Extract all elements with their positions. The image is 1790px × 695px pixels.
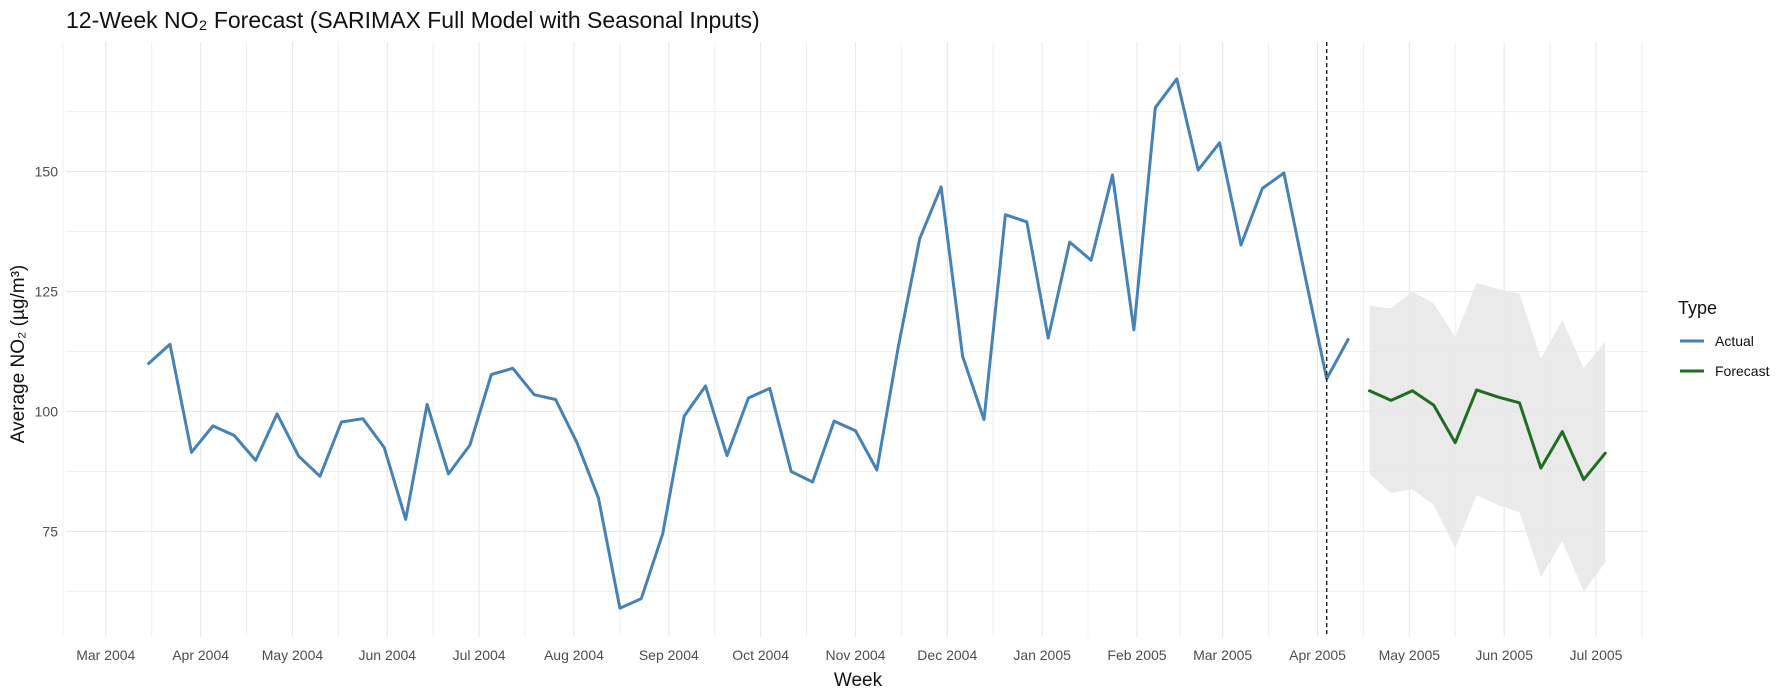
y-tick-label: 100 [35, 403, 59, 419]
legend-label-actual: Actual [1715, 333, 1754, 349]
confidence-band-layer [1369, 282, 1606, 592]
x-tick-label: Mar 2004 [76, 647, 135, 663]
x-tick-label: May 2005 [1379, 647, 1441, 663]
x-tick-label: Jul 2004 [453, 647, 506, 663]
legend-items: Actual Forecast [1680, 333, 1770, 379]
legend-title: Type [1678, 298, 1717, 318]
x-tick-label: Nov 2004 [826, 647, 886, 663]
grid-layer [62, 42, 1648, 637]
actual-series-line [147, 77, 1350, 610]
forecast-confidence-band [1369, 282, 1606, 592]
x-tick-label: Jun 2004 [358, 647, 416, 663]
x-tick-label: Aug 2004 [544, 647, 604, 663]
x-tick-label: Sep 2004 [639, 647, 699, 663]
y-tick-label: 125 [35, 284, 59, 300]
y-axis-title: Average NO₂ (µg/m³) [8, 265, 29, 443]
series-layer [147, 77, 1607, 610]
x-axis-title: Week [834, 670, 883, 691]
legend-label-forecast: Forecast [1715, 363, 1770, 379]
legend: Type Actual Forecast [1678, 298, 1770, 379]
chart-title: 12-Week NO₂ Forecast (SARIMAX Full Model… [66, 7, 760, 33]
x-tick-label: Oct 2004 [732, 647, 789, 663]
y-tick-label: 75 [42, 523, 58, 539]
x-tick-label: Jun 2005 [1475, 647, 1533, 663]
x-tick-label: Apr 2005 [1289, 647, 1346, 663]
x-tick-label: Feb 2005 [1107, 647, 1166, 663]
x-tick-label: May 2004 [262, 647, 324, 663]
x-tick-label: Mar 2005 [1193, 647, 1252, 663]
axis-layer: Mar 2004 Apr 2004 May 2004 Jun 2004 Jul 2004… [35, 164, 1623, 663]
x-tick-label: Jul 2005 [1570, 647, 1623, 663]
x-tick-label: Dec 2004 [917, 647, 977, 663]
x-tick-label: Jan 2005 [1013, 647, 1071, 663]
y-tick-label: 150 [35, 164, 59, 180]
forecast-series-line [1368, 388, 1607, 482]
x-tick-label: Apr 2004 [172, 647, 229, 663]
